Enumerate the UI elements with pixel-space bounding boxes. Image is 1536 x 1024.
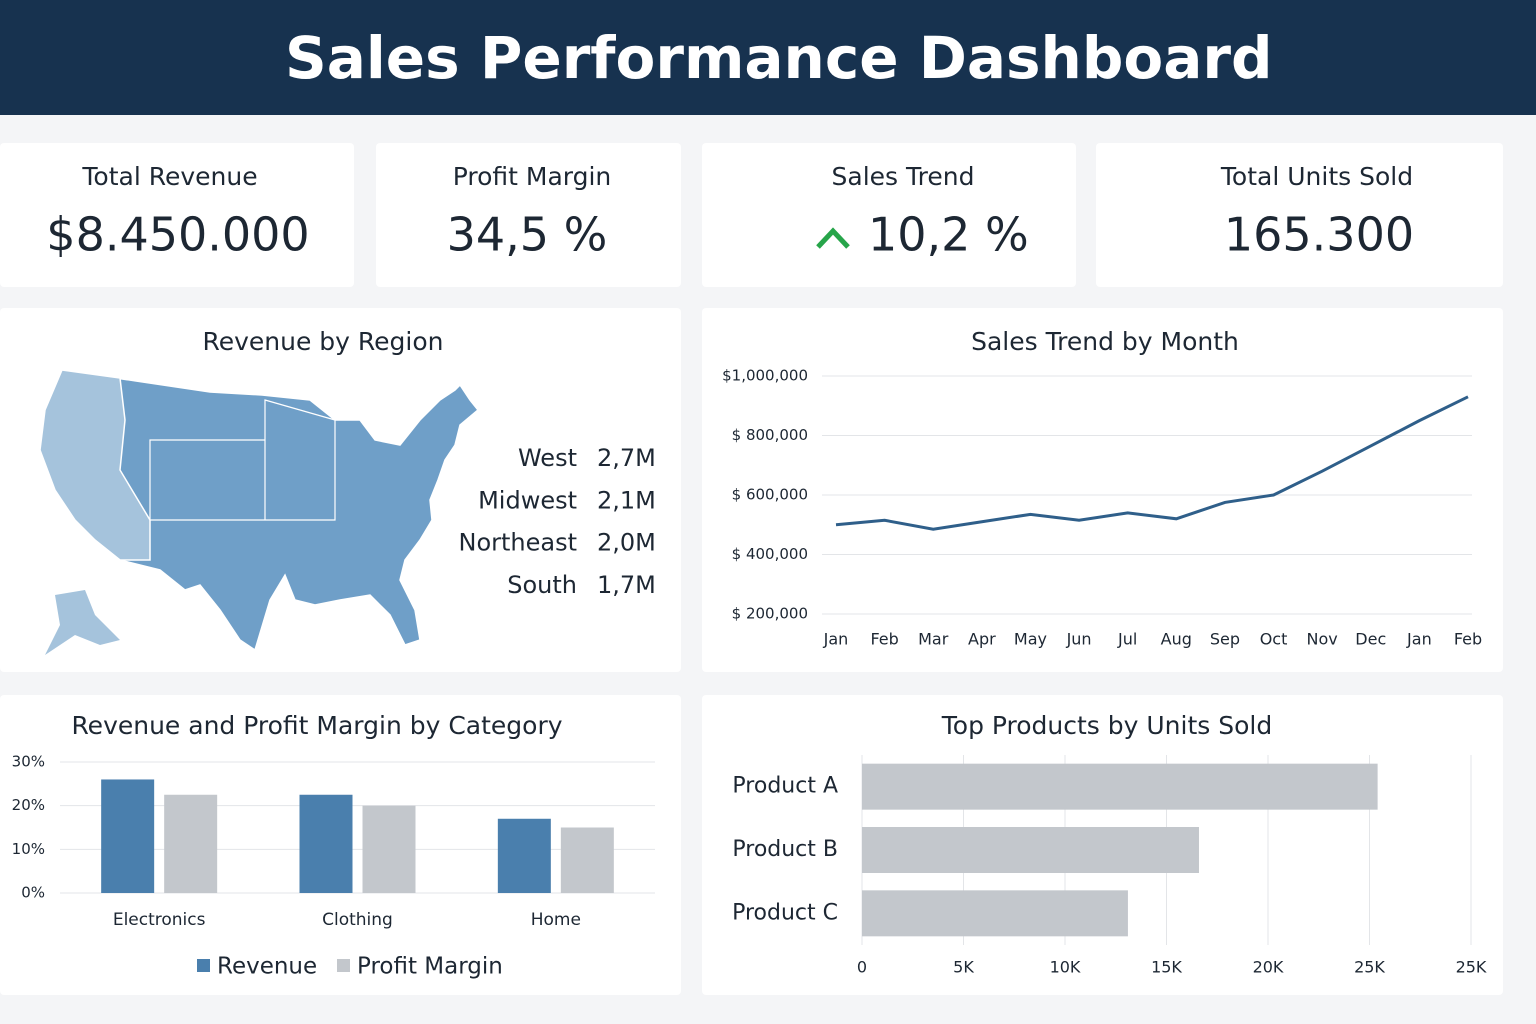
x-tick-label: Jan <box>823 630 849 649</box>
bar <box>862 763 1378 810</box>
bar <box>862 890 1128 937</box>
bar <box>362 805 416 893</box>
legend-swatch <box>197 959 210 972</box>
trend-up-icon <box>816 227 850 249</box>
kpi-label: Total Revenue <box>81 162 257 191</box>
y-tick-label: $ 200,000 <box>732 605 808 623</box>
y-tick-label: 10% <box>12 840 45 858</box>
region-name: Midwest <box>478 486 577 514</box>
region-name: West <box>518 444 577 472</box>
kpi-card <box>1096 143 1503 287</box>
panel <box>702 308 1503 672</box>
x-tick-label: 10K <box>1050 958 1081 977</box>
bar <box>299 794 353 893</box>
legend-label: Revenue <box>217 954 317 980</box>
kpi-label: Sales Trend <box>832 162 975 191</box>
x-tick-label: Feb <box>1454 630 1482 649</box>
region-value: 2,1M <box>597 486 656 514</box>
bar <box>560 827 614 893</box>
x-tick-label: Sep <box>1210 630 1240 649</box>
y-tick-label: 0% <box>21 884 45 902</box>
x-tick-label: 20K <box>1253 958 1284 977</box>
y-tick-label: 30% <box>12 753 45 771</box>
bar <box>101 779 155 893</box>
kpi-card <box>702 143 1076 287</box>
region-name: South <box>507 571 577 599</box>
legend-swatch <box>337 959 350 972</box>
y-tick-label: 20% <box>12 796 45 814</box>
x-tick-label: Aug <box>1161 630 1192 649</box>
header-bar <box>0 0 1536 115</box>
kpi-value: $8.450.000 <box>46 208 309 262</box>
kpi-card <box>376 143 681 287</box>
bar <box>164 794 218 893</box>
x-tick-label: 25K <box>1456 958 1487 977</box>
chart-title: Revenue and Profit Margin by Category <box>71 711 562 740</box>
x-tick-label: Mar <box>918 630 949 649</box>
map-region-west <box>39 369 151 561</box>
kpi-card <box>0 143 354 287</box>
header-title: Sales Performance Dashboard <box>285 24 1272 92</box>
y-tick-label: Product A <box>732 774 838 799</box>
x-tick-label: Apr <box>968 630 996 649</box>
chart-title: Top Products by Units Sold <box>941 711 1272 740</box>
region-name: Northeast <box>458 529 577 557</box>
kpi-value: 165.300 <box>1224 208 1414 262</box>
map-borders <box>149 399 336 521</box>
map-alaska <box>45 590 120 655</box>
x-tick-label: Dec <box>1355 630 1386 649</box>
region-value: 1,7M <box>597 571 656 599</box>
y-tick-label: $ 400,000 <box>732 545 808 563</box>
region-value: 2,7M <box>597 444 656 472</box>
y-tick-label: Product B <box>732 837 838 862</box>
y-tick-label: $1,000,000 <box>722 367 808 385</box>
x-tick-label: 25K <box>1354 958 1385 977</box>
x-tick-label: 15K <box>1151 958 1182 977</box>
x-tick-label: Clothing <box>322 910 393 930</box>
bar <box>862 827 1199 873</box>
x-tick-label: Oct <box>1260 630 1288 649</box>
bar <box>497 818 551 893</box>
x-tick-label: 5K <box>953 958 974 977</box>
x-tick-label: Jul <box>1117 630 1137 649</box>
chart-title: Sales Trend by Month <box>971 327 1239 356</box>
line-series <box>835 395 1469 531</box>
x-tick-label: May <box>1014 630 1047 649</box>
x-tick-label: Jan <box>1406 630 1432 649</box>
kpi-label: Profit Margin <box>453 162 612 191</box>
y-tick-label: $ 800,000 <box>732 426 808 444</box>
kpi-value: 34,5 % <box>447 208 608 262</box>
x-tick-label: Nov <box>1307 630 1338 649</box>
y-tick-label: $ 600,000 <box>732 486 808 504</box>
region-value: 2,0M <box>597 529 656 557</box>
kpi-value: 10,2 % <box>868 208 1029 262</box>
x-tick-label: Home <box>531 910 581 930</box>
x-tick-label: Electronics <box>113 910 206 930</box>
legend-label: Profit Margin <box>357 954 503 980</box>
y-tick-label: Product C <box>732 900 838 925</box>
x-tick-label: 0 <box>857 958 867 977</box>
x-tick-label: Jun <box>1066 630 1092 649</box>
x-tick-label: Feb <box>870 630 898 649</box>
panel-title: Revenue by Region <box>202 327 443 356</box>
kpi-label: Total Units Sold <box>1220 162 1413 191</box>
